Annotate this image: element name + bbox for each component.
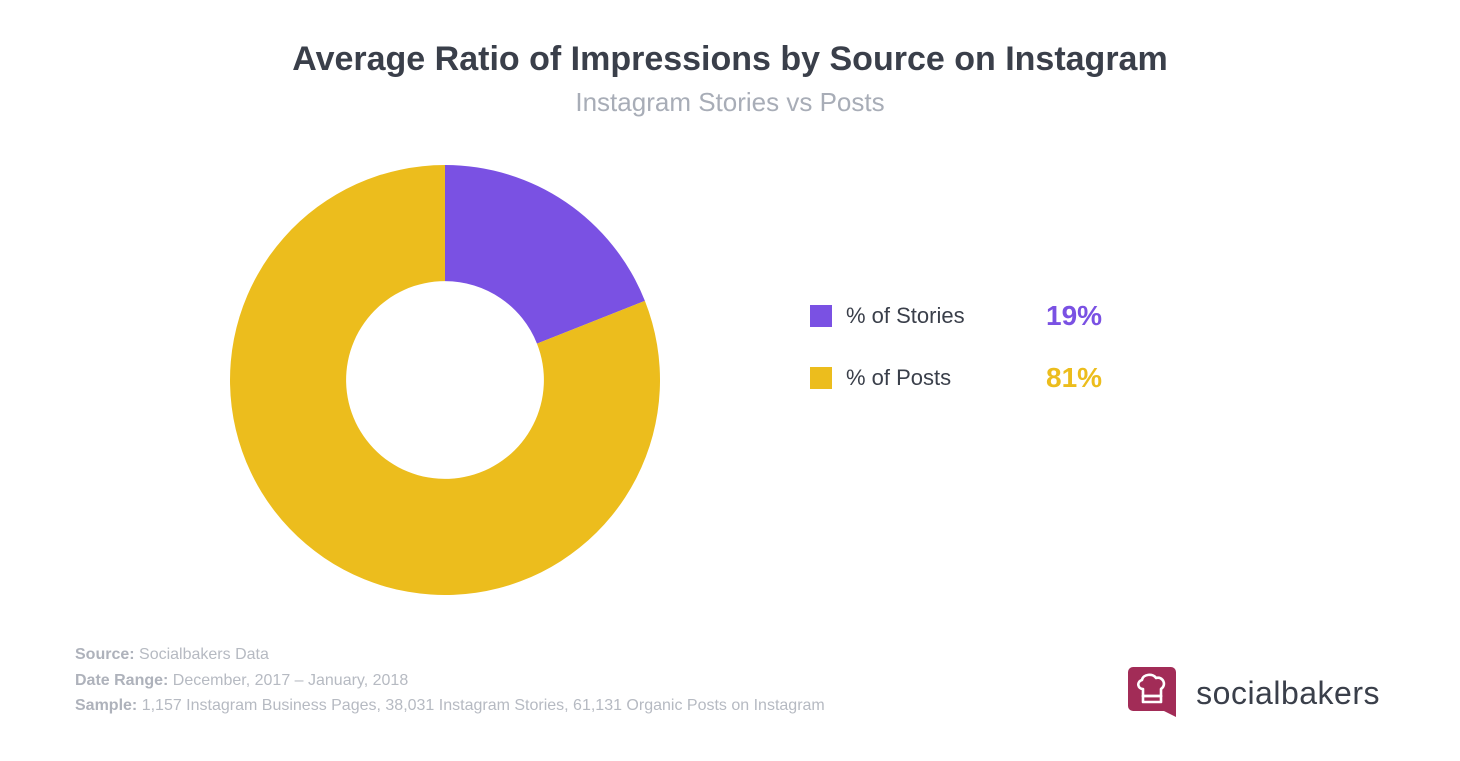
legend-swatch [810,305,832,327]
footer-source-label: Source: [75,646,135,663]
legend-swatch [810,367,832,389]
footer-date-range: Date Range: December, 2017 – January, 20… [75,668,825,694]
legend-label: % of Stories [846,303,1016,329]
footer-date-value: December, 2017 – January, 2018 [168,672,408,689]
footer-sample: Sample: 1,157 Instagram Business Pages, … [75,693,825,719]
legend-item: % of Stories 19% [810,300,1102,332]
footer-sample-value: 1,157 Instagram Business Pages, 38,031 I… [137,697,825,714]
footer-source-value: Socialbakers Data [135,646,269,663]
chef-hat-icon [1126,665,1182,721]
legend-item: % of Posts 81% [810,362,1102,394]
footer-sample-label: Sample: [75,697,137,714]
legend-value: 19% [1046,300,1102,332]
chart-title: Average Ratio of Impressions by Source o… [0,40,1460,79]
legend-label: % of Posts [846,365,1016,391]
footer-date-label: Date Range: [75,672,168,689]
brand-name: socialbakers [1196,675,1380,712]
header: Average Ratio of Impressions by Source o… [0,0,1460,118]
legend-value: 81% [1046,362,1102,394]
footer-notes: Source: Socialbakers Data Date Range: De… [75,642,825,719]
logo-bg-rect [1128,667,1176,711]
legend: % of Stories 19% % of Posts 81% [810,300,1102,394]
footer-source: Source: Socialbakers Data [75,642,825,668]
chart-container: Average Ratio of Impressions by Source o… [0,0,1460,761]
donut-chart [230,165,660,595]
donut-svg [230,165,660,595]
brand-logo: socialbakers [1126,665,1380,721]
chart-subtitle: Instagram Stories vs Posts [0,87,1460,118]
